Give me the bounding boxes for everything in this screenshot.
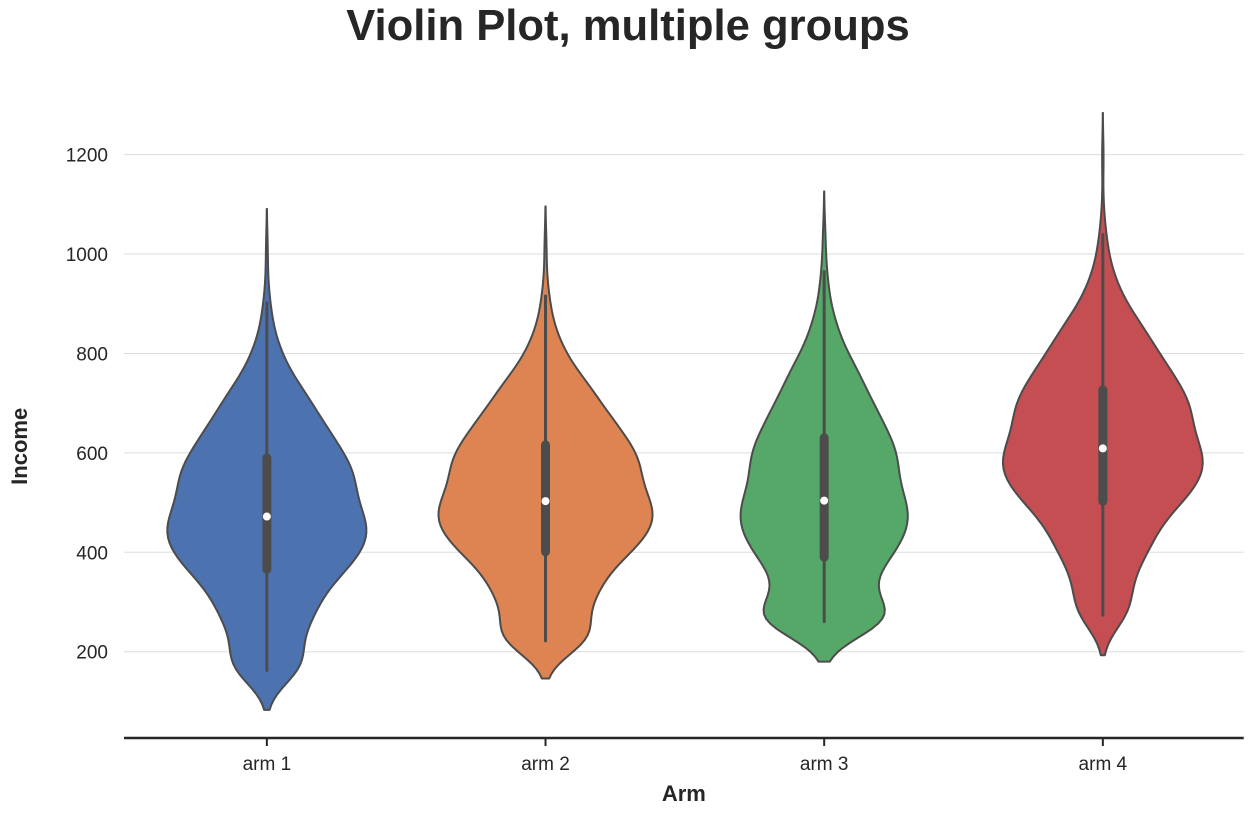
svg-text:800: 800	[76, 344, 108, 365]
svg-text:arm 4: arm 4	[1079, 754, 1128, 775]
svg-text:arm 2: arm 2	[521, 754, 570, 775]
svg-text:600: 600	[76, 444, 108, 465]
svg-text:200: 200	[76, 643, 108, 664]
svg-text:Income: Income	[7, 408, 32, 485]
svg-text:1200: 1200	[66, 146, 108, 167]
svg-text:400: 400	[76, 543, 108, 564]
svg-text:1000: 1000	[66, 245, 108, 266]
svg-text:arm 1: arm 1	[243, 754, 292, 775]
svg-text:Arm: Arm	[662, 781, 706, 806]
svg-text:arm 3: arm 3	[800, 754, 849, 775]
